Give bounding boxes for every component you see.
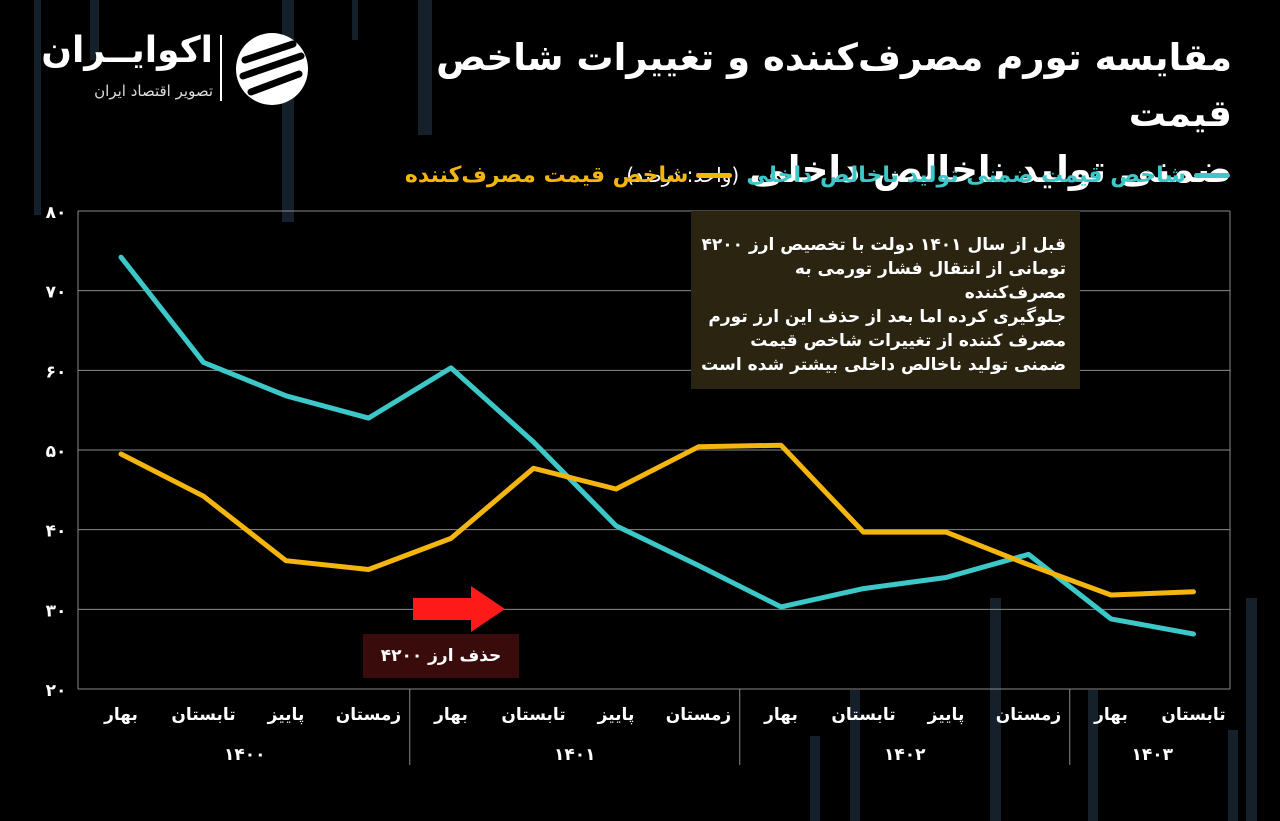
x-tick-label: تابستان	[831, 705, 895, 725]
logo-name: اکوایــران	[41, 30, 213, 71]
y-tick-label: ۸۰	[46, 203, 67, 223]
x-tick-label: بهار	[103, 705, 138, 725]
red-arrow-icon	[413, 586, 505, 632]
annotation-line: ضمنی تولید ناخالص داخلی بیشتر شده است	[701, 355, 1066, 375]
background-bar	[990, 598, 1001, 821]
title-line-1: مقایسه تورم مصرف‌کننده و تغییرات شاخص قی…	[436, 36, 1232, 135]
x-tick-label: پاییز	[927, 705, 965, 725]
legend-item-cpi: شاخص قیمت مصرف‌کننده	[405, 163, 733, 188]
y-tick-label: ۷۰	[46, 283, 67, 303]
legend-label-gdp: شاخص قیمت ضمنی تولید ناخالص داخلی	[746, 163, 1186, 188]
background-bar	[418, 0, 432, 135]
x-tick-label: بهار	[763, 705, 798, 725]
x-tick-label: زمستان	[336, 705, 401, 725]
title-line-2: ضمنی تولید ناخالص داخلی(واحد: درصد)	[332, 142, 1232, 203]
background-bar	[810, 736, 820, 821]
series-line-cpi	[118, 442, 1196, 598]
annotation-line: جلوگیری کرده اما بعد از حذف این ارز تورم	[708, 307, 1066, 327]
background-bar	[1246, 598, 1257, 821]
logo-separator	[220, 35, 222, 101]
x-tick-label: بهار	[433, 705, 468, 725]
legend-label-cpi: شاخص قیمت مصرف‌کننده	[404, 163, 689, 188]
x-tick-label: زمستان	[996, 705, 1061, 725]
year-label: ۱۴۰۳	[1131, 745, 1173, 765]
background-bar	[850, 690, 860, 821]
logo-mark-icon	[236, 33, 308, 105]
x-tick-label: تابستان	[1161, 705, 1225, 725]
legend-swatch-cpi	[696, 173, 733, 178]
x-tick-label: بهار	[1093, 705, 1128, 725]
annotation-line: قبل از سال ۱۴۰۱ دولت با تخصیص ارز ۴۲۰۰	[701, 235, 1066, 255]
annotation-box: قبل از سال ۱۴۰۱ دولت با تخصیص ارز ۴۲۰۰ ت…	[691, 211, 1080, 389]
background-bar	[34, 0, 41, 215]
background-bar	[1088, 690, 1098, 821]
background-bar	[352, 0, 358, 40]
background-bar	[1228, 730, 1238, 821]
year-label: ۱۴۰۰	[224, 745, 266, 765]
y-tick-label: ۶۰	[46, 362, 67, 382]
legend: شاخص قیمت ضمنی تولید ناخالص داخلی شاخص ق…	[405, 163, 1230, 188]
x-tick-label: زمستان	[666, 705, 731, 725]
y-tick-label: ۴۰	[46, 522, 67, 542]
annotation-line: تومانی از انتقال فشار تورمی به مصرف‌کنند…	[794, 259, 1066, 303]
y-tick-label: ۲۰	[46, 681, 67, 701]
x-tick-label: پاییز	[597, 705, 635, 725]
annotation-line: مصرف کننده از تغییرات شاخص قیمت	[750, 331, 1066, 351]
background-bar	[90, 0, 99, 60]
y-tick-label: ۵۰	[46, 442, 67, 462]
x-tick-label: تابستان	[501, 705, 565, 725]
brand-logo: اکوایــران تصویر اقتصاد ایران	[41, 30, 318, 110]
chart-title: مقایسه تورم مصرف‌کننده و تغییرات شاخص قی…	[332, 30, 1232, 203]
logo-subtitle: تصویر اقتصاد ایران	[94, 82, 213, 100]
x-tick-label: تابستان	[171, 705, 235, 725]
legend-item-gdp: شاخص قیمت ضمنی تولید ناخالص داخلی	[746, 163, 1230, 188]
y-tick-label: ۳۰	[46, 601, 67, 621]
year-label: ۱۴۰۲	[884, 745, 926, 765]
year-label: ۱۴۰۱	[554, 745, 596, 765]
x-tick-label: پاییز	[267, 705, 305, 725]
legend-swatch-gdp	[1194, 173, 1230, 178]
title-line-2-text: ضمنی تولید ناخالص داخلی	[749, 148, 1232, 191]
currency-removal-label: حذف ارز ۴۲۰۰	[363, 634, 519, 678]
